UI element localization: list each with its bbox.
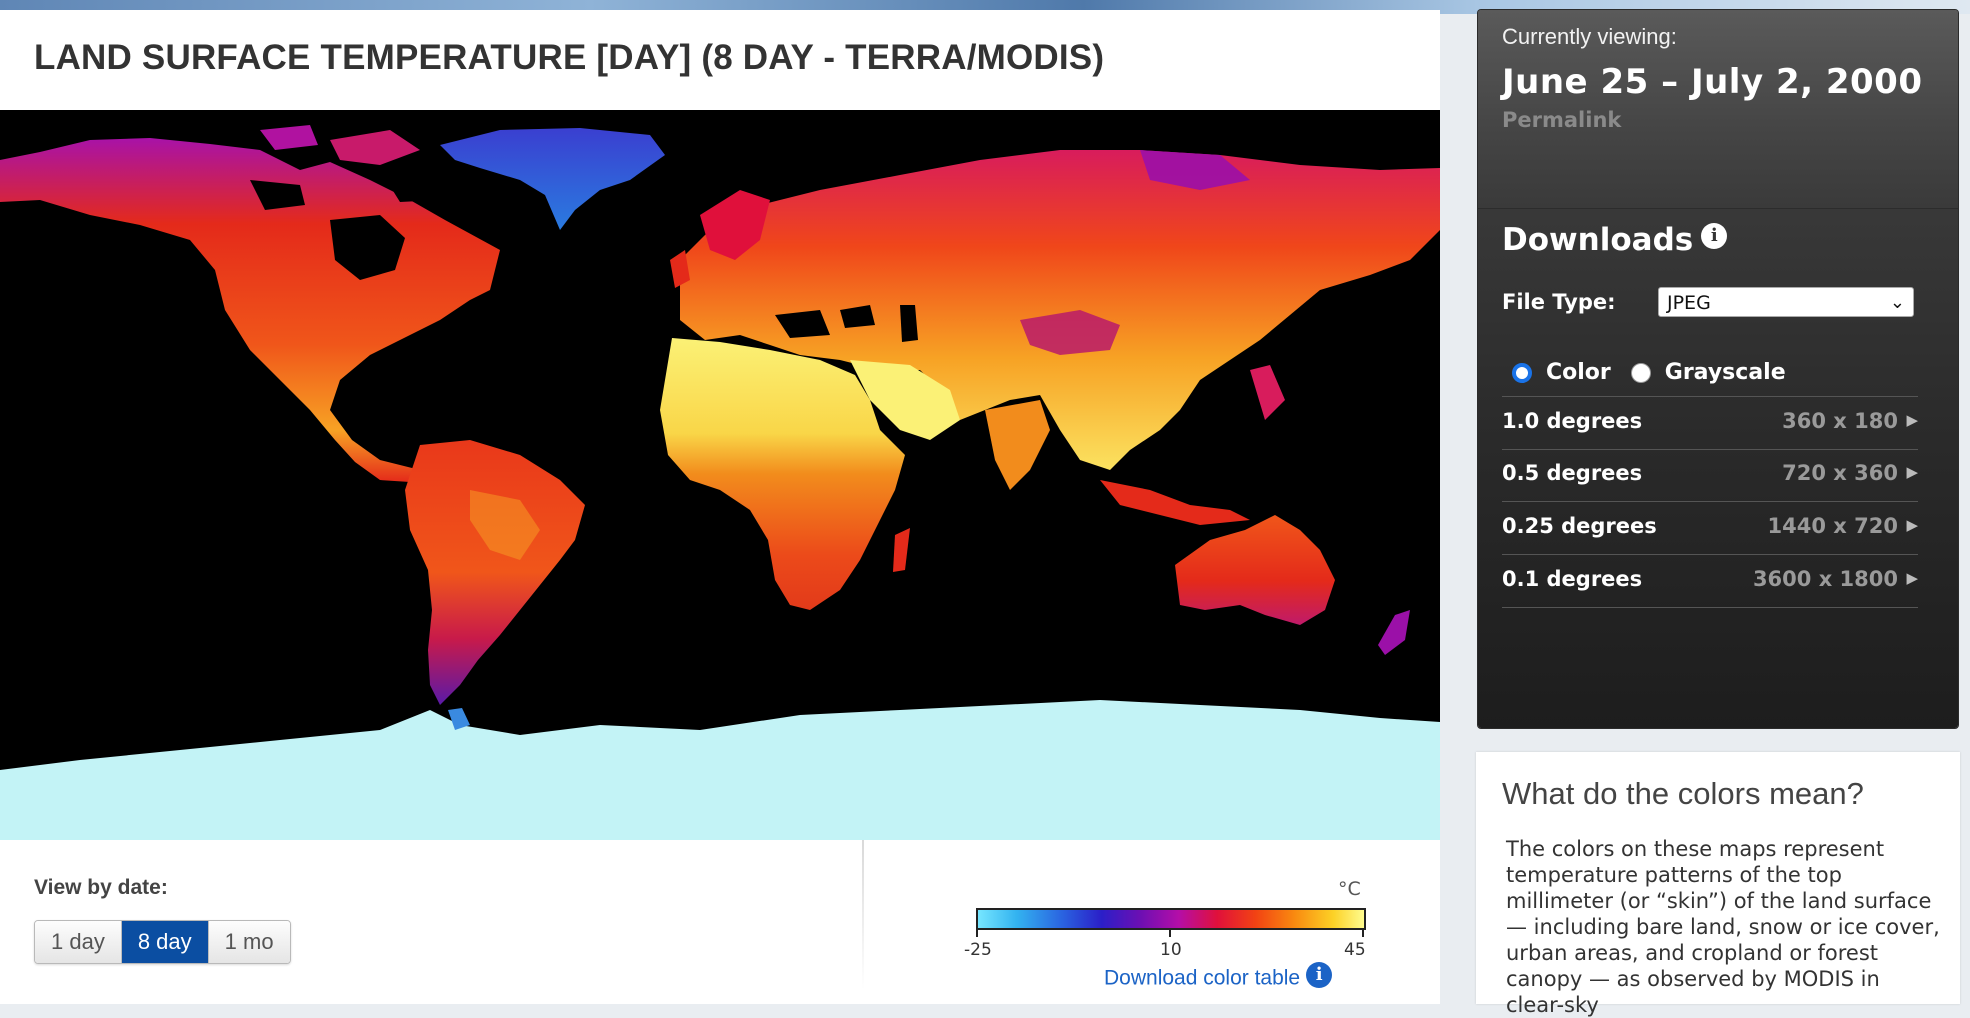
resolution-size: 3600 x 1800 — [1752, 567, 1898, 591]
title-bar: LAND SURFACE TEMPERATURE [DAY] (8 DAY - … — [0, 10, 1440, 110]
main-panel: LAND SURFACE TEMPERATURE [DAY] (8 DAY - … — [0, 10, 1440, 1004]
permalink-link[interactable]: Permalink — [1502, 108, 1622, 132]
downloads-heading: Downloads i — [1502, 222, 1728, 258]
period-1-mo-button[interactable]: 1 mo — [208, 921, 290, 963]
grayscale-radio-label[interactable]: Grayscale — [1664, 360, 1786, 385]
eurasia — [680, 150, 1440, 470]
currently-viewing-label: Currently viewing: — [1502, 24, 1677, 49]
chevron-down-icon: ⌄ — [1889, 292, 1905, 313]
date-range: June 25 – July 2, 2000 — [1502, 62, 1923, 102]
colors-card-body: The colors on these maps represent tempe… — [1506, 837, 1940, 1017]
file-type-value: JPEG — [1667, 292, 1711, 314]
color-mode-options: Color Grayscale — [1512, 360, 1806, 385]
color-scale-tick — [1362, 930, 1364, 937]
downloads-title: Downloads — [1502, 222, 1694, 258]
download-color-table-link[interactable]: Download color table — [1104, 966, 1301, 990]
view-by-date-label: View by date: — [34, 876, 168, 899]
south-america — [405, 440, 585, 705]
resolution-row[interactable]: 0.25 degrees 1440 x 720 ▶ — [1502, 502, 1918, 555]
download-color-table: Download color table i — [1104, 962, 1333, 992]
arrow-right-icon: ▶ — [1906, 463, 1918, 481]
info-icon[interactable]: i — [1701, 222, 1728, 249]
file-type-label: File Type: — [1502, 290, 1616, 314]
color-scale-unit: °C — [1338, 878, 1361, 900]
antarctica — [0, 700, 1440, 840]
sidebar-panel: Currently viewing: June 25 – July 2, 200… — [1478, 10, 1958, 728]
color-scale-tick — [976, 930, 978, 937]
australia — [1175, 515, 1335, 625]
grayscale-radio[interactable] — [1630, 362, 1651, 383]
resolution-size: 360 x 180 — [1782, 409, 1898, 433]
resolution-row[interactable]: 0.1 degrees 3600 x 1800 ▶ — [1502, 555, 1918, 608]
resolution-size: 720 x 360 — [1782, 461, 1898, 485]
info-icon[interactable]: i — [1306, 962, 1333, 988]
color-radio-label[interactable]: Color — [1546, 360, 1611, 385]
color-scale-tick — [1169, 930, 1171, 937]
resolution-name: 1.0 degrees — [1502, 409, 1643, 433]
color-scale-bar — [976, 908, 1366, 930]
arrow-right-icon: ▶ — [1906, 411, 1918, 429]
resolution-row[interactable]: 1.0 degrees 360 x 180 ▶ — [1502, 396, 1918, 450]
resolution-name: 0.25 degrees — [1502, 514, 1657, 538]
world-map-image — [0, 125, 1440, 840]
arrow-right-icon: ▶ — [1906, 569, 1918, 587]
colors-info-card: What do the colors mean? The colors on t… — [1476, 752, 1960, 1017]
africa — [660, 338, 905, 610]
period-8-day-button[interactable]: 8 day — [121, 921, 209, 963]
temperature-map — [0, 110, 1440, 840]
color-scale-mid-label: 10 — [1160, 940, 1182, 960]
resolution-size: 1440 x 720 — [1767, 514, 1898, 538]
arrow-right-icon: ▶ — [1906, 516, 1918, 534]
resolution-row[interactable]: 0.5 degrees 720 x 360 ▶ — [1502, 449, 1918, 502]
resolution-name: 0.1 degrees — [1502, 567, 1643, 591]
colors-card-title: What do the colors mean? — [1502, 776, 1864, 811]
section-divider — [862, 840, 864, 990]
color-radio[interactable] — [1512, 362, 1532, 383]
resolution-name: 0.5 degrees — [1502, 461, 1643, 485]
color-scale-max-label: 45 — [1344, 940, 1366, 960]
map-controls: View by date: 1 day 8 day 1 mo °C -25 10… — [0, 840, 1440, 1004]
file-type-select[interactable]: JPEG ⌄ — [1658, 287, 1914, 317]
date-period-toggle: 1 day 8 day 1 mo — [34, 920, 291, 964]
page-title: LAND SURFACE TEMPERATURE [DAY] (8 DAY - … — [34, 38, 1105, 77]
currently-viewing-section: Currently viewing: June 25 – July 2, 200… — [1478, 10, 1958, 209]
greenland — [440, 128, 665, 230]
period-1-day-button[interactable]: 1 day — [35, 921, 122, 963]
color-scale-min-label: -25 — [964, 940, 992, 960]
